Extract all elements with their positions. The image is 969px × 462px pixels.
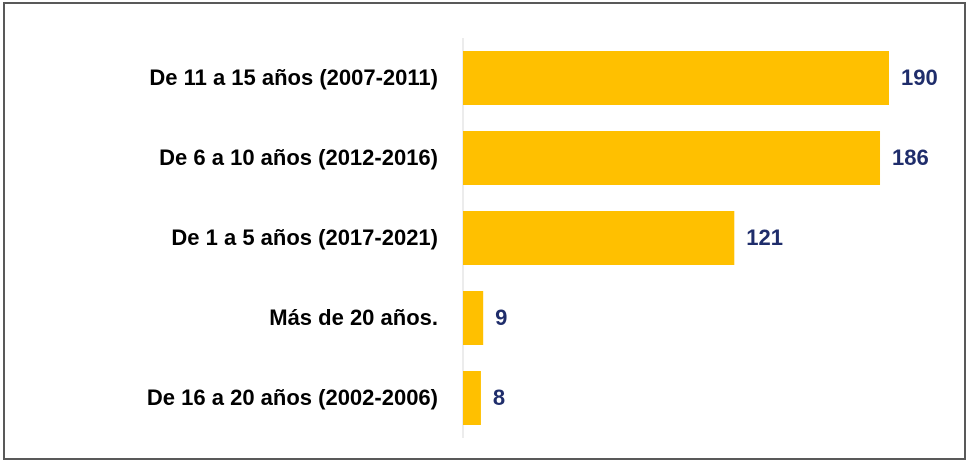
category-label: De 6 a 10 años (2012-2016): [159, 145, 438, 170]
value-label: 190: [901, 65, 938, 90]
value-label: 186: [892, 145, 929, 170]
value-label: 8: [493, 385, 505, 410]
bar: [463, 211, 735, 265]
category-label: De 11 a 15 años (2007-2011): [149, 65, 438, 90]
bar: [463, 371, 481, 425]
category-label: Más de 20 años.: [269, 305, 438, 330]
value-label: 9: [495, 305, 507, 330]
bar: [463, 131, 881, 185]
bar: [463, 51, 889, 105]
category-label: De 1 a 5 años (2017-2021): [171, 225, 438, 250]
category-label: De 16 a 20 años (2002-2006): [147, 385, 438, 410]
value-label: 121: [746, 225, 783, 250]
bar: [463, 291, 484, 345]
